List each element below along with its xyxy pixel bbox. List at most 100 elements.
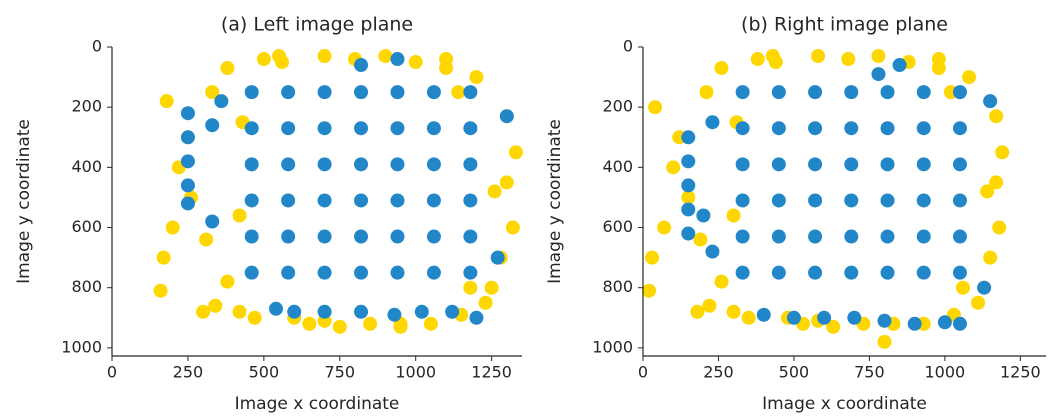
point [378, 49, 393, 64]
point [952, 316, 967, 331]
point [354, 121, 369, 136]
point [871, 49, 886, 64]
point [735, 157, 750, 172]
point [714, 61, 729, 76]
point [390, 85, 405, 100]
point [205, 214, 220, 229]
point [390, 121, 405, 136]
y-tick-label: 0 [92, 37, 102, 56]
point [469, 70, 484, 85]
point [826, 319, 841, 334]
point [426, 85, 441, 100]
x-tick-label: 750 [325, 363, 356, 382]
point [952, 193, 967, 208]
point [317, 193, 332, 208]
point [705, 115, 720, 130]
point [786, 310, 801, 325]
point [445, 304, 460, 319]
point [214, 94, 229, 109]
point [354, 157, 369, 172]
point [645, 250, 660, 265]
x-axis-label: Image x coordinate [235, 394, 400, 414]
point [771, 229, 786, 244]
point [159, 94, 174, 109]
point [390, 265, 405, 280]
point [463, 265, 478, 280]
point [971, 295, 986, 310]
point [165, 220, 180, 235]
x-tick-label: 1000 [925, 363, 966, 382]
point [808, 157, 823, 172]
point [463, 280, 478, 295]
point [208, 298, 223, 313]
point [478, 295, 493, 310]
point [681, 190, 696, 205]
point [817, 310, 832, 325]
point [317, 265, 332, 280]
point [439, 52, 454, 67]
point [463, 157, 478, 172]
point [499, 109, 514, 124]
point [714, 274, 729, 289]
point [771, 85, 786, 100]
y-tick-label: 200 [71, 97, 102, 116]
point [269, 301, 283, 316]
point [317, 121, 332, 136]
point [363, 316, 378, 331]
point [180, 196, 195, 211]
point [952, 157, 967, 172]
point [199, 232, 214, 247]
point [232, 304, 247, 319]
point [880, 265, 895, 280]
point [955, 280, 970, 295]
point [281, 265, 296, 280]
point [877, 313, 892, 328]
point [931, 52, 946, 67]
x-axis-label: Image x coordinate [762, 394, 927, 414]
point [750, 52, 765, 67]
point [232, 208, 247, 223]
point [841, 52, 856, 67]
y-tick-label: 0 [623, 37, 633, 56]
point [657, 220, 672, 235]
x-tick-label: 1250 [1000, 363, 1041, 382]
point [390, 157, 405, 172]
point [916, 193, 931, 208]
point [735, 85, 750, 100]
chart-title: (a) Left image plane [221, 14, 413, 36]
point [463, 121, 478, 136]
point [332, 319, 347, 334]
point [287, 304, 302, 319]
point [735, 121, 750, 136]
panel: (b) Right image plane 0 250 500 750 1000 1250 0… [545, 14, 1046, 414]
point [952, 229, 967, 244]
x-tick-label: 1000 [395, 363, 436, 382]
point [426, 121, 441, 136]
y-tick-label: 800 [602, 277, 633, 296]
point [180, 130, 195, 145]
point [916, 121, 931, 136]
point [937, 315, 952, 330]
point [426, 193, 441, 208]
point [681, 178, 696, 193]
point [808, 121, 823, 136]
point [952, 265, 967, 280]
point [735, 229, 750, 244]
x-tick-label: 500 [779, 363, 810, 382]
point [847, 310, 862, 325]
point [642, 283, 657, 298]
point [844, 193, 859, 208]
point [390, 193, 405, 208]
y-axis-label: Image y coordinate [545, 119, 565, 284]
point [205, 118, 220, 133]
x-tick-label: 1250 [471, 363, 512, 382]
point [980, 184, 995, 199]
point [880, 157, 895, 172]
point [702, 298, 717, 313]
point [877, 334, 892, 349]
point [844, 265, 859, 280]
point [451, 85, 466, 100]
point [281, 193, 296, 208]
point [423, 316, 438, 331]
point [756, 307, 771, 322]
